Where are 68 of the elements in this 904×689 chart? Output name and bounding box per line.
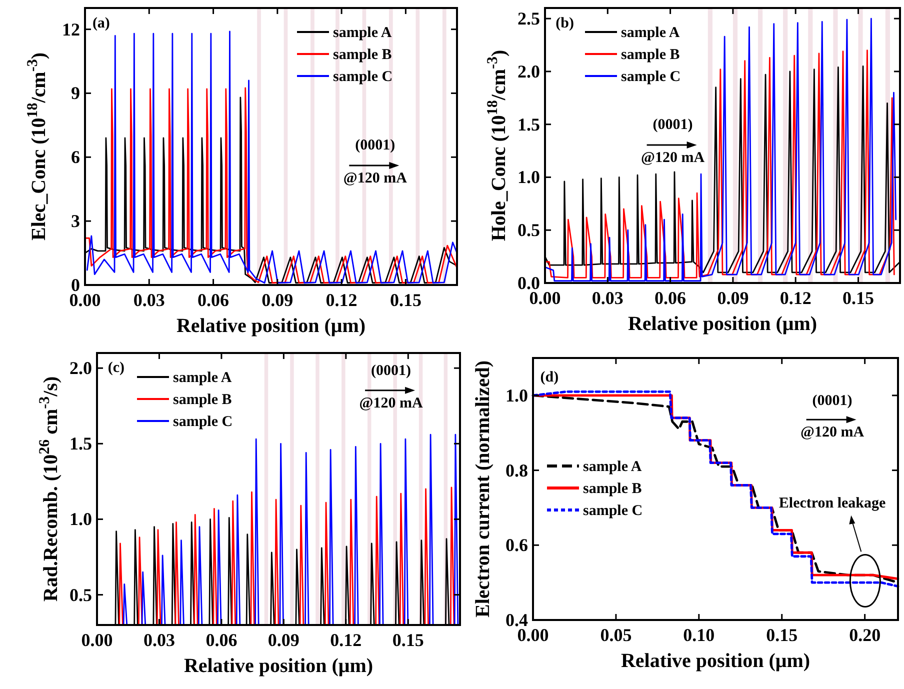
annotation: (0001)	[355, 137, 396, 154]
annotation: (a)	[92, 15, 110, 32]
x-axis-title: Relative position (μm)	[628, 313, 818, 335]
y-tick-label: 6	[71, 147, 80, 168]
y-tick-label: 1.0	[518, 167, 540, 188]
legend-label: sample C	[173, 414, 233, 430]
annotation: (d)	[540, 370, 559, 386]
x-tick-label: 0.05	[600, 625, 632, 645]
x-tick-label: 0.09	[717, 288, 749, 308]
x-tick-label: 0.12	[330, 630, 362, 650]
y-tick-label: 9	[71, 83, 80, 104]
legend-label: sample B	[333, 47, 392, 63]
y-tick-label: 1.0	[506, 385, 528, 406]
annotation: (0001)	[812, 393, 852, 410]
y-tick-label: 2.0	[70, 358, 92, 378]
x-tick-label: 0.06	[654, 288, 686, 308]
legend-label: sample A	[583, 459, 642, 475]
x-tick-label: 0.06	[198, 290, 230, 310]
x-tick-label: 0.12	[780, 288, 812, 308]
legend-label: sample C	[621, 69, 681, 85]
y-tick-label: 2.5	[518, 8, 540, 29]
y-tick-label: 12	[62, 19, 80, 40]
y-tick-label: 1.5	[70, 434, 92, 454]
y-axis-title: Electron current (normalized)	[472, 360, 494, 618]
y-tick-label: 0.6	[506, 535, 528, 556]
annotation: (b)	[556, 15, 574, 32]
annotation: @120 mA	[641, 150, 705, 166]
x-axis-title: Relative position (μm)	[620, 650, 810, 672]
x-axis-title: Relative position (μm)	[184, 655, 374, 677]
x-tick-label: 0.06	[206, 630, 238, 650]
x-axis-title: Relative position (μm)	[176, 315, 366, 337]
annotation: @120 mA	[800, 424, 864, 441]
x-tick-label: 0.20	[849, 625, 881, 645]
legend-label: sample B	[621, 47, 680, 63]
legend-label: sample A	[333, 25, 392, 41]
legend-label: sample C	[583, 503, 643, 519]
x-tick-label: 0.03	[143, 630, 175, 650]
x-tick-label: 0.12	[326, 290, 358, 310]
line-series	[122, 434, 459, 626]
x-tick-label: 0.15	[766, 625, 798, 645]
annotation: (0001)	[371, 362, 412, 379]
x-tick-label: 0.03	[592, 288, 624, 308]
x-tick-label: 0.15	[842, 288, 874, 308]
legend-label: sample A	[621, 25, 680, 41]
legend-label: sample B	[173, 392, 232, 408]
y-tick-label: 0.5	[70, 584, 92, 605]
y-tick-label: 1.0	[70, 509, 92, 530]
annotation: @120 mA	[359, 395, 423, 412]
line-series	[118, 486, 455, 626]
x-tick-label: 0.10	[683, 625, 715, 645]
annotation: (0001)	[652, 117, 693, 133]
y-tick-label: 3	[71, 211, 80, 232]
x-tick-label: 0.09	[268, 630, 300, 650]
y-tick-label: 0.5	[518, 220, 540, 240]
y-tick-label: 1.5	[518, 114, 540, 134]
legend-label: sample C	[333, 69, 393, 85]
y-tick-label: 2.0	[518, 61, 540, 82]
x-tick-label: 0.15	[390, 290, 422, 310]
x-tick-label: 0.15	[392, 630, 424, 650]
y-tick-label: 0.8	[506, 460, 528, 480]
x-tick-label: 0.03	[133, 290, 165, 310]
x-tick-label: 0.09	[262, 290, 294, 310]
x-tick-label: 0.00	[81, 630, 113, 650]
annotation: @120 mA	[343, 170, 408, 187]
annotation: Electron leakage	[778, 495, 886, 512]
legend-label: sample B	[583, 481, 642, 497]
legend-label: sample A	[173, 370, 232, 386]
annotation: (c)	[108, 360, 125, 376]
